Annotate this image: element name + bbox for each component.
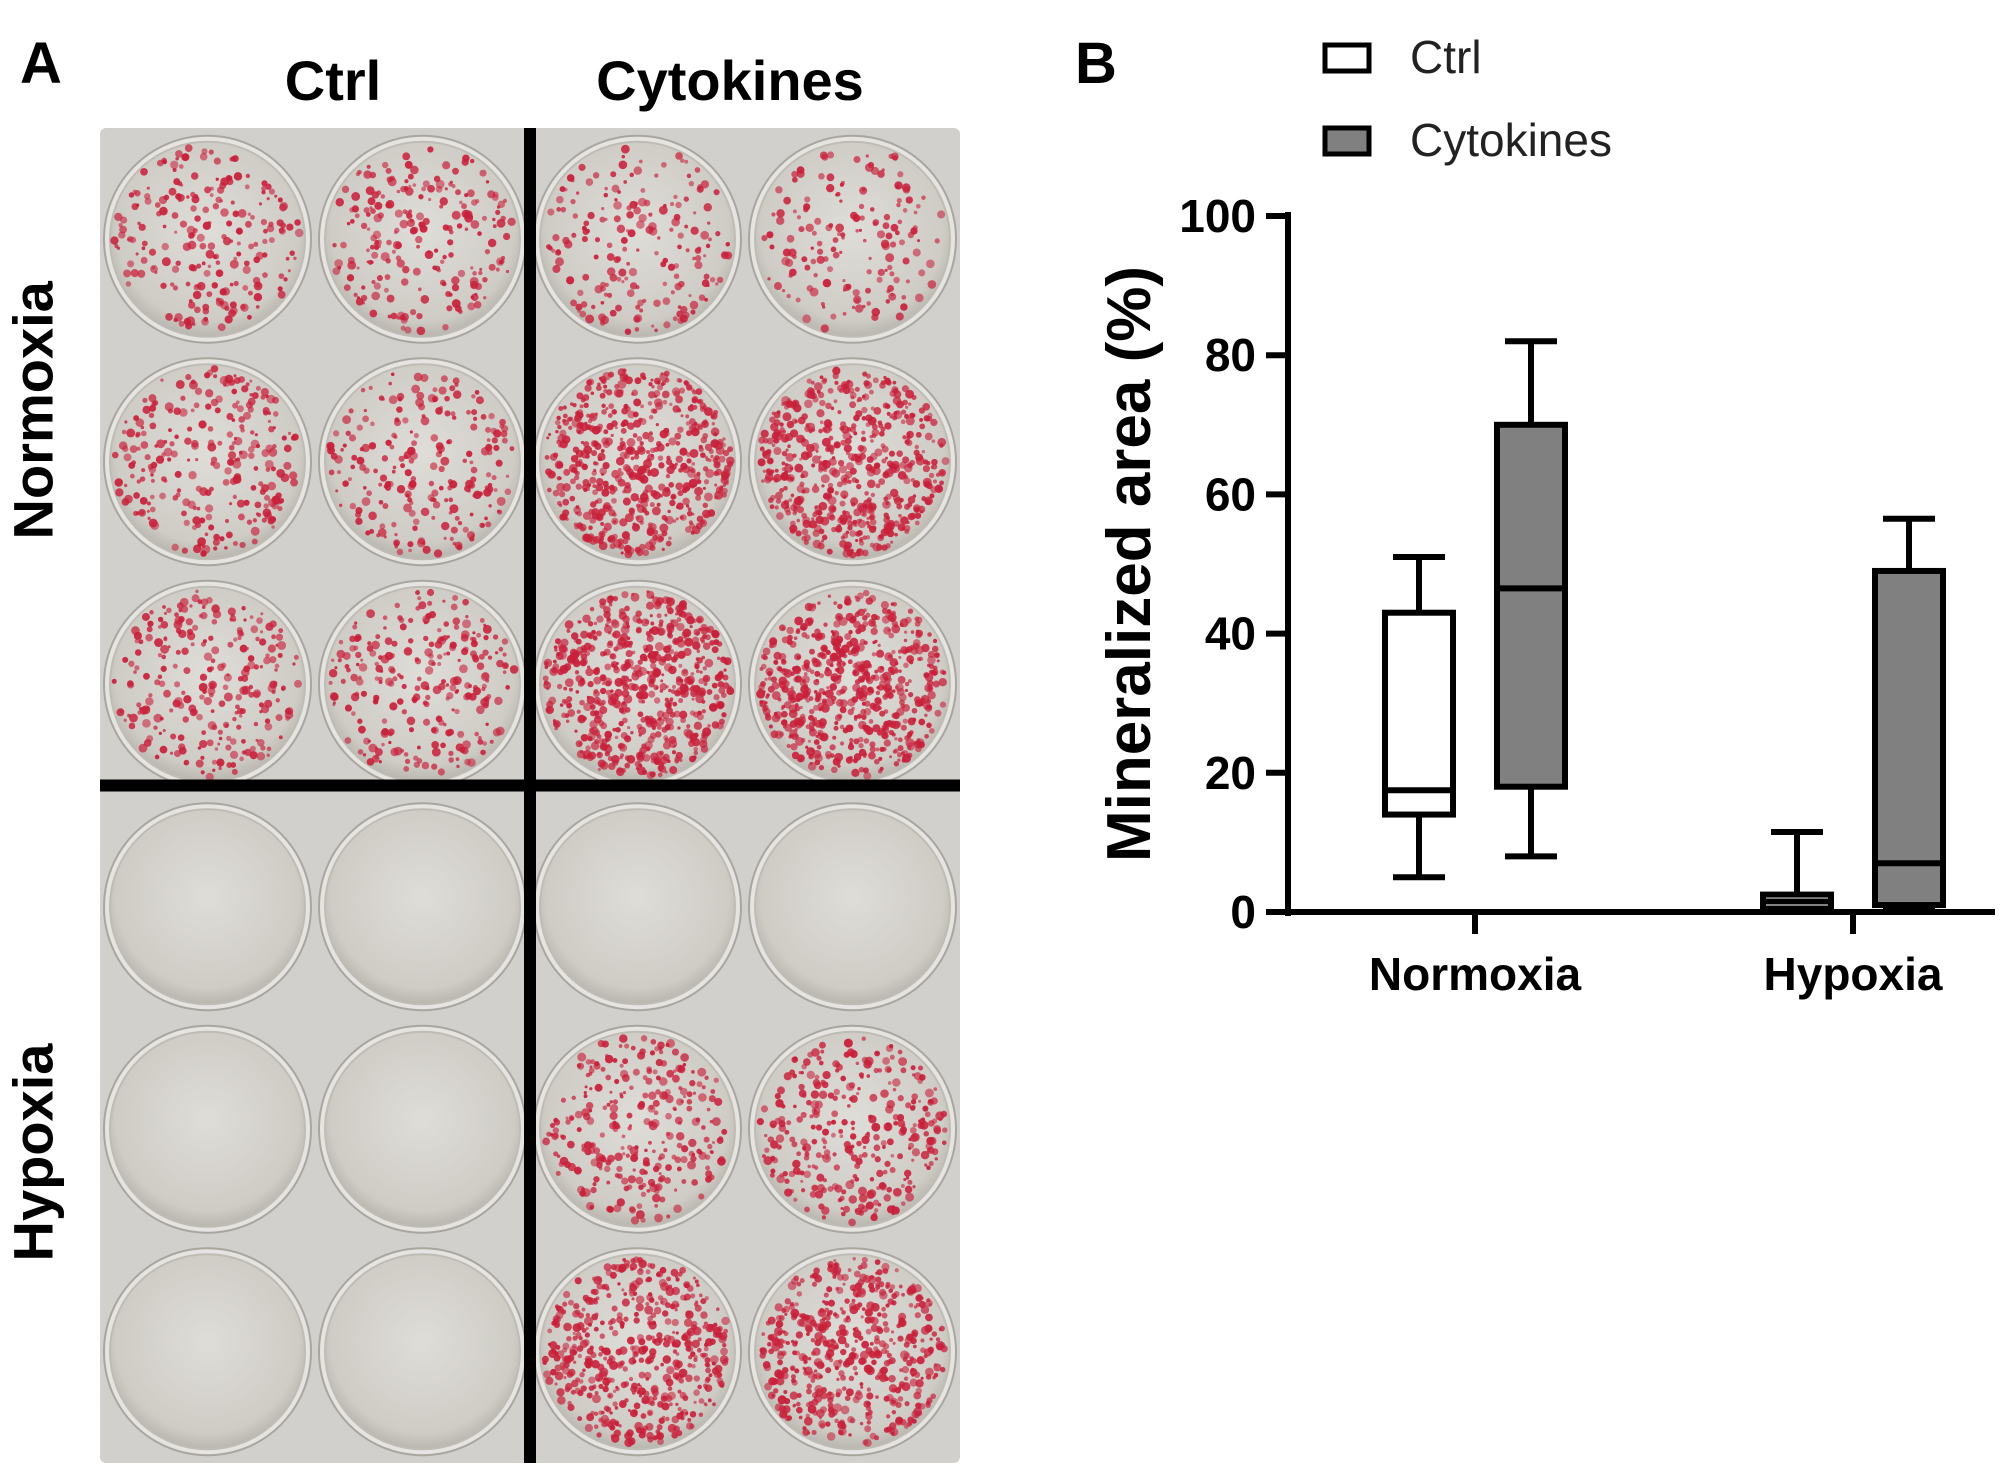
box-iqr <box>1494 421 1568 790</box>
stain-speckles <box>544 368 735 559</box>
stain-speckles <box>542 590 735 780</box>
row-label-hypoxia: Hypoxia <box>1 1043 65 1262</box>
stain-speckles <box>110 144 304 332</box>
x-category-label: Normoxia <box>1369 948 1582 1000</box>
stain-speckles <box>111 589 302 782</box>
y-tick-label: 80 <box>1205 329 1256 381</box>
stain-speckles <box>757 366 950 559</box>
stain-speckles <box>541 1256 730 1448</box>
column-label-cytokines: Cytokines <box>596 49 864 112</box>
x-category-label: Hypoxia <box>1764 948 1943 1000</box>
well <box>754 140 951 338</box>
stain-speckles <box>111 365 299 557</box>
y-tick-label: 60 <box>1205 468 1256 520</box>
box-plot-chart: 0 20 40 60 80 100 Mineralized area (%) Normoxia… <box>1020 0 2011 1100</box>
stain-speckles <box>326 372 515 558</box>
stain-speckles <box>542 1034 728 1225</box>
well <box>109 1253 306 1451</box>
well-plate-photo <box>100 128 960 1463</box>
legend-label-ctrl: Ctrl <box>1410 31 1482 83</box>
stain-speckles <box>756 1036 948 1227</box>
well <box>109 808 306 1006</box>
stain-speckles <box>328 588 519 776</box>
y-tick-label: 20 <box>1205 747 1256 799</box>
y-tick-label: 40 <box>1205 608 1256 660</box>
panel-a-label: A <box>20 31 62 96</box>
well <box>539 140 736 338</box>
well <box>324 1030 521 1228</box>
legend-swatch-ctrl <box>1322 42 1372 74</box>
box-cytokines-hypoxia <box>1872 515 1946 912</box>
well <box>324 1253 521 1451</box>
y-tick-label: 0 <box>1230 886 1256 938</box>
box-iqr <box>1872 567 1946 909</box>
row-label-normoxia: Normoxia <box>1 281 65 540</box>
well-plate-drawing <box>100 128 960 1463</box>
stain-speckles <box>756 589 947 780</box>
well <box>539 1030 736 1228</box>
legend-label-cytokines: Cytokines <box>1410 114 1612 166</box>
stain-speckles <box>761 151 946 333</box>
box-plot-svg: 0 20 40 60 80 100 Mineralized area (%) Normoxia… <box>1095 31 1995 1000</box>
well <box>109 1030 306 1228</box>
stain-speckles <box>546 144 733 335</box>
well <box>539 808 736 1006</box>
y-tick-label: 100 <box>1179 190 1256 242</box>
box-ctrl-normoxia <box>1382 554 1456 881</box>
well <box>109 363 306 561</box>
well <box>324 808 521 1006</box>
box-ctrl-hypoxia <box>1760 828 1834 915</box>
column-label-ctrl: Ctrl <box>284 49 382 112</box>
panel-b-label: B <box>1075 31 1117 96</box>
y-axis-title: Mineralized area (%) <box>1095 266 1164 862</box>
box-iqr <box>1382 609 1456 818</box>
stain-speckles <box>759 1256 948 1447</box>
stain-speckles <box>332 146 516 336</box>
legend-swatch-cytokines <box>1322 125 1372 157</box>
well <box>754 808 951 1006</box>
box-cytokines-normoxia <box>1494 338 1568 860</box>
